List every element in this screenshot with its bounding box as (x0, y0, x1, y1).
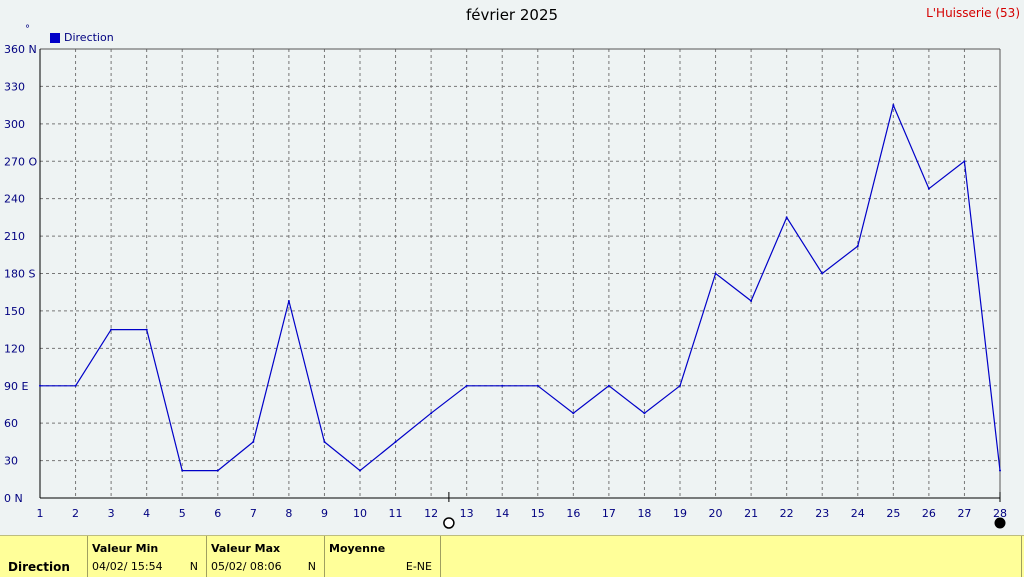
x-tick-label: 27 (957, 507, 971, 520)
data-point (999, 469, 1001, 472)
footer-max-dir: N (307, 560, 316, 573)
x-tick-label: 24 (851, 507, 865, 520)
y-tick-label: 240 (4, 193, 25, 206)
data-point (465, 384, 468, 387)
new-moon-icon (994, 517, 1006, 529)
footer-min-header: Valeur Min (92, 542, 159, 555)
data-point (821, 272, 824, 275)
x-tick-label: 25 (886, 507, 900, 520)
data-point (927, 187, 930, 190)
x-tick-label: 22 (780, 507, 794, 520)
y-tick-label: 120 (4, 342, 25, 355)
full-moon-icon (443, 517, 455, 529)
x-tick-label: 26 (922, 507, 936, 520)
x-tick-label: 13 (460, 507, 474, 520)
footer-min-dir: N (189, 560, 198, 573)
y-tick-label: 360 N (4, 43, 37, 56)
y-tick-label: 0 N (4, 492, 23, 505)
data-point (750, 299, 753, 302)
x-tick-label: 9 (321, 507, 328, 520)
y-tick-label: 300 (4, 118, 25, 131)
footer-min-cell: Valeur Min 04/02/ 15:54 N (88, 536, 207, 577)
legend-label: Direction (64, 31, 114, 44)
footer-min-value: 04/02/ 15:54 (92, 560, 163, 573)
data-point (394, 440, 397, 443)
footer-avg-cell: Moyenne E-NE (325, 536, 441, 577)
x-tick-label: 23 (815, 507, 829, 520)
x-tick-label: 21 (744, 507, 758, 520)
footer-max-header: Valeur Max (211, 542, 281, 555)
data-point (323, 440, 326, 443)
x-tick-label: 7 (250, 507, 257, 520)
y-tick-label: 270 O (4, 155, 37, 168)
x-tick-label: 14 (495, 507, 509, 520)
footer-avg-header: Moyenne (329, 542, 386, 555)
y-tick-label: 150 (4, 305, 25, 318)
x-tick-label: 2 (72, 507, 79, 520)
x-tick-label: 17 (602, 507, 616, 520)
data-point (287, 299, 290, 302)
footer-max-value: 05/02/ 08:06 (211, 560, 282, 573)
y-tick-label: 30 (4, 455, 18, 468)
data-point (430, 412, 433, 415)
data-point (501, 384, 504, 387)
data-point (714, 272, 717, 275)
y-unit: ° (25, 24, 30, 35)
y-tick-label: 60 (4, 417, 18, 430)
chart-title: février 2025 (465, 6, 559, 24)
data-point (536, 384, 539, 387)
footer-avg-value: E-NE (405, 560, 432, 573)
x-tick-label: 19 (673, 507, 687, 520)
data-point (572, 412, 575, 415)
x-tick-label: 5 (179, 507, 186, 520)
series-line-direction (40, 103, 1001, 472)
data-point (963, 160, 966, 163)
x-tick-label: 1 (37, 507, 44, 520)
data-point (643, 412, 646, 415)
data-point (181, 469, 184, 472)
data-point (679, 384, 681, 387)
data-point (145, 328, 148, 331)
legend: Direction (50, 31, 114, 44)
summary-footer: Direction Valeur Min 04/02/ 15:54 N Vale… (0, 535, 1024, 577)
data-point (892, 104, 895, 107)
x-tick-label: 12 (424, 507, 438, 520)
data-point (359, 469, 361, 472)
x-tick-label: 3 (108, 507, 115, 520)
x-tick-label: 4 (143, 507, 150, 520)
x-tick-label: 11 (389, 507, 403, 520)
x-tick-label: 16 (566, 507, 580, 520)
x-tick-label: 8 (285, 507, 292, 520)
footer-row-label: Direction (8, 560, 70, 574)
y-tick-label: 210 (4, 230, 25, 243)
x-tick-label: 15 (531, 507, 545, 520)
footer-row-label-cell: Direction (0, 536, 88, 577)
data-point (252, 440, 255, 443)
footer-empty-cell (441, 536, 1022, 577)
data-point (856, 245, 859, 248)
x-tick-label: 20 (709, 507, 723, 520)
data-point (216, 469, 219, 472)
x-tick-label: 18 (637, 507, 651, 520)
footer-max-cell: Valeur Max 05/02/ 08:06 N (207, 536, 325, 577)
data-point (110, 328, 113, 331)
data-point (39, 384, 41, 387)
data-point (607, 384, 610, 387)
x-tick-label: 10 (353, 507, 367, 520)
x-tick-label: 28 (993, 507, 1007, 520)
data-point (74, 384, 77, 387)
x-tick-label: 6 (214, 507, 221, 520)
legend-swatch (50, 32, 60, 43)
station-name: L'Huisserie (53) (926, 6, 1020, 20)
y-tick-label: 330 (4, 80, 25, 93)
y-tick-label: 90 E (4, 380, 28, 393)
data-point (785, 216, 788, 219)
y-tick-label: 180 S (4, 268, 35, 281)
